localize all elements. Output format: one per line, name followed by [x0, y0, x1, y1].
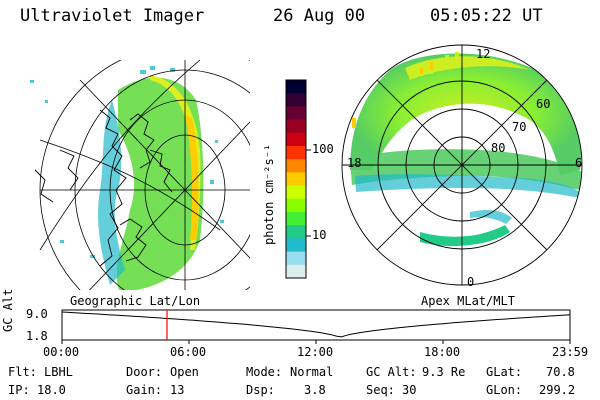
door-value: Open: [170, 365, 199, 379]
timeline-xtick-0000: 00:00: [43, 345, 80, 359]
glat-label: GLat:: [486, 365, 523, 379]
colorbar-cell: [286, 106, 306, 121]
glat-value: 70.8: [546, 365, 575, 379]
timeline-xtick-0600: 06:00: [170, 345, 207, 359]
seq-label: Seq:: [366, 383, 395, 397]
colorbar-cell: [286, 172, 306, 187]
colorbar-cell: [286, 93, 306, 107]
mlt-label-0: 0: [467, 275, 475, 289]
colorbar-cell: [286, 251, 306, 266]
colorbar-tick-100: 100: [312, 142, 334, 156]
gcalt-label: GC Alt:: [366, 365, 417, 379]
mlt-label-18: 18: [347, 156, 362, 170]
gain-label: Gain:: [126, 383, 163, 397]
time-label: 05:05:22 UT: [430, 6, 543, 26]
flt-label: Flt:: [8, 365, 37, 379]
geographic-map: [30, 60, 250, 290]
colorbar-cell: [286, 238, 306, 253]
colorbar-cell: [286, 80, 306, 94]
polar-plot: [341, 44, 583, 286]
mode-value: Normal: [290, 365, 334, 379]
flt-value: LBHL: [44, 365, 73, 379]
lat-label-70: 70: [512, 120, 527, 134]
mlt-label-12: 12: [476, 47, 491, 61]
ip-label: IP:: [8, 383, 30, 397]
colorbar-cell: [286, 212, 306, 226]
colorbar: [285, 79, 311, 279]
timeline-xtick-1800: 18:00: [424, 345, 461, 359]
left-map-caption: Geographic Lat/Lon: [70, 294, 201, 308]
dsp-label: Dsp:: [246, 383, 275, 397]
ip-value: 18.0: [37, 383, 66, 397]
colorbar-cell: [286, 159, 306, 173]
door-label: Door:: [126, 365, 163, 379]
seq-value: 30: [402, 383, 417, 397]
mlt-label-6: 6: [575, 156, 583, 170]
timeline-panel: [61, 309, 571, 344]
date-label: 26 Aug 00: [273, 6, 366, 26]
timeline-xtick-1200: 12:00: [297, 345, 334, 359]
colorbar-cell: [286, 119, 306, 134]
timeline-ytick-1.8: 1.8: [26, 329, 48, 343]
timeline-xtick-2359: 23:59: [552, 345, 589, 359]
dsp-value: 3.8: [304, 383, 326, 397]
colorbar-cell: [286, 198, 306, 213]
colorbar-cell: [286, 132, 306, 147]
timeline-ytick-9: 9.0: [26, 307, 48, 321]
glon-value: 299.2: [539, 383, 576, 397]
mode-label: Mode:: [246, 365, 283, 379]
timeline-ylabel: GC Alt: [1, 288, 15, 332]
colorbar-tick-10: 10: [312, 228, 327, 242]
lat-label-60: 60: [536, 97, 551, 111]
colorbar-unit-label: photon cm⁻²s⁻¹: [262, 143, 276, 245]
gain-value: 13: [170, 383, 185, 397]
polar-caption: Apex MLat/MLT: [421, 294, 515, 308]
colorbar-cell: [286, 225, 306, 239]
glon-label: GLon:: [486, 383, 523, 397]
gcalt-value: 9.3 Re: [422, 365, 466, 379]
instrument-title: Ultraviolet Imager: [20, 6, 205, 26]
lat-label-80: 80: [491, 141, 506, 155]
colorbar-cell: [286, 185, 306, 200]
colorbar-cell: [286, 146, 306, 160]
colorbar-cell: [286, 264, 306, 279]
